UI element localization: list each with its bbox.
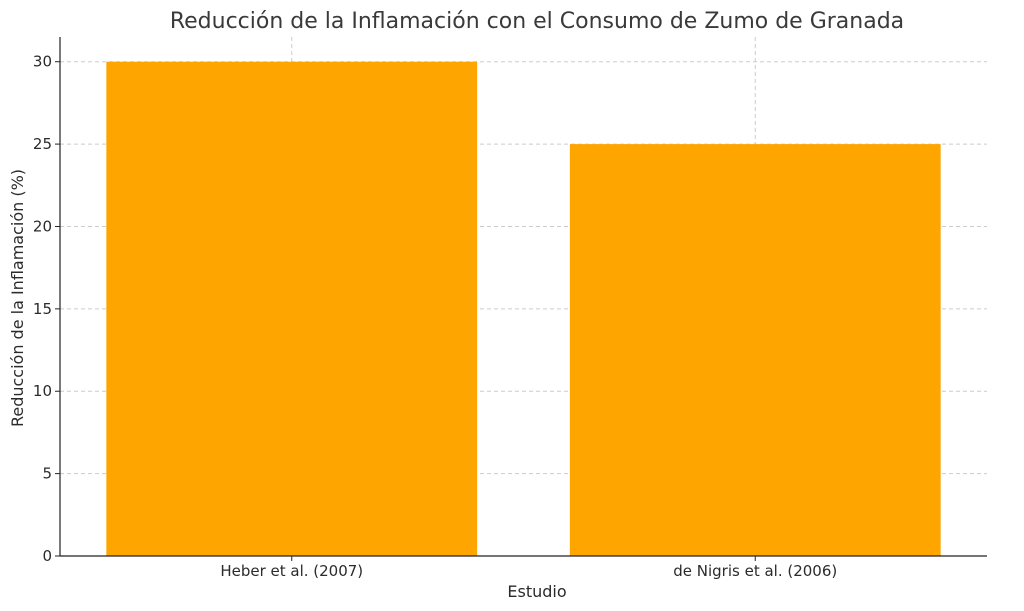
y-tick-label: 5 (42, 465, 52, 483)
y-tick-label: 20 (33, 217, 52, 235)
bars (106, 61, 941, 556)
y-tick-label: 30 (33, 53, 52, 71)
axes (59, 37, 987, 557)
x-tick-label: Heber et al. (2007) (220, 562, 363, 580)
x-tick-label: de Nigris et al. (2006) (673, 562, 837, 580)
y-tick-label: 25 (33, 135, 52, 153)
y-tick-label: 10 (33, 382, 52, 400)
bar (106, 61, 478, 556)
y-tick-label: 15 (33, 300, 52, 318)
x-axis-ticks: Heber et al. (2007) de Nigris et al. (200… (220, 556, 837, 580)
chart-title: Reducción de la Inflamación con el Consu… (170, 9, 904, 34)
y-axis-ticks: 0 5 10 15 20 25 30 (33, 53, 60, 565)
y-axis-label: Reducción de la Inflamación (%) (8, 169, 27, 427)
x-axis-label: Estudio (507, 582, 566, 601)
y-tick-label: 0 (42, 547, 52, 565)
bar (569, 144, 941, 556)
